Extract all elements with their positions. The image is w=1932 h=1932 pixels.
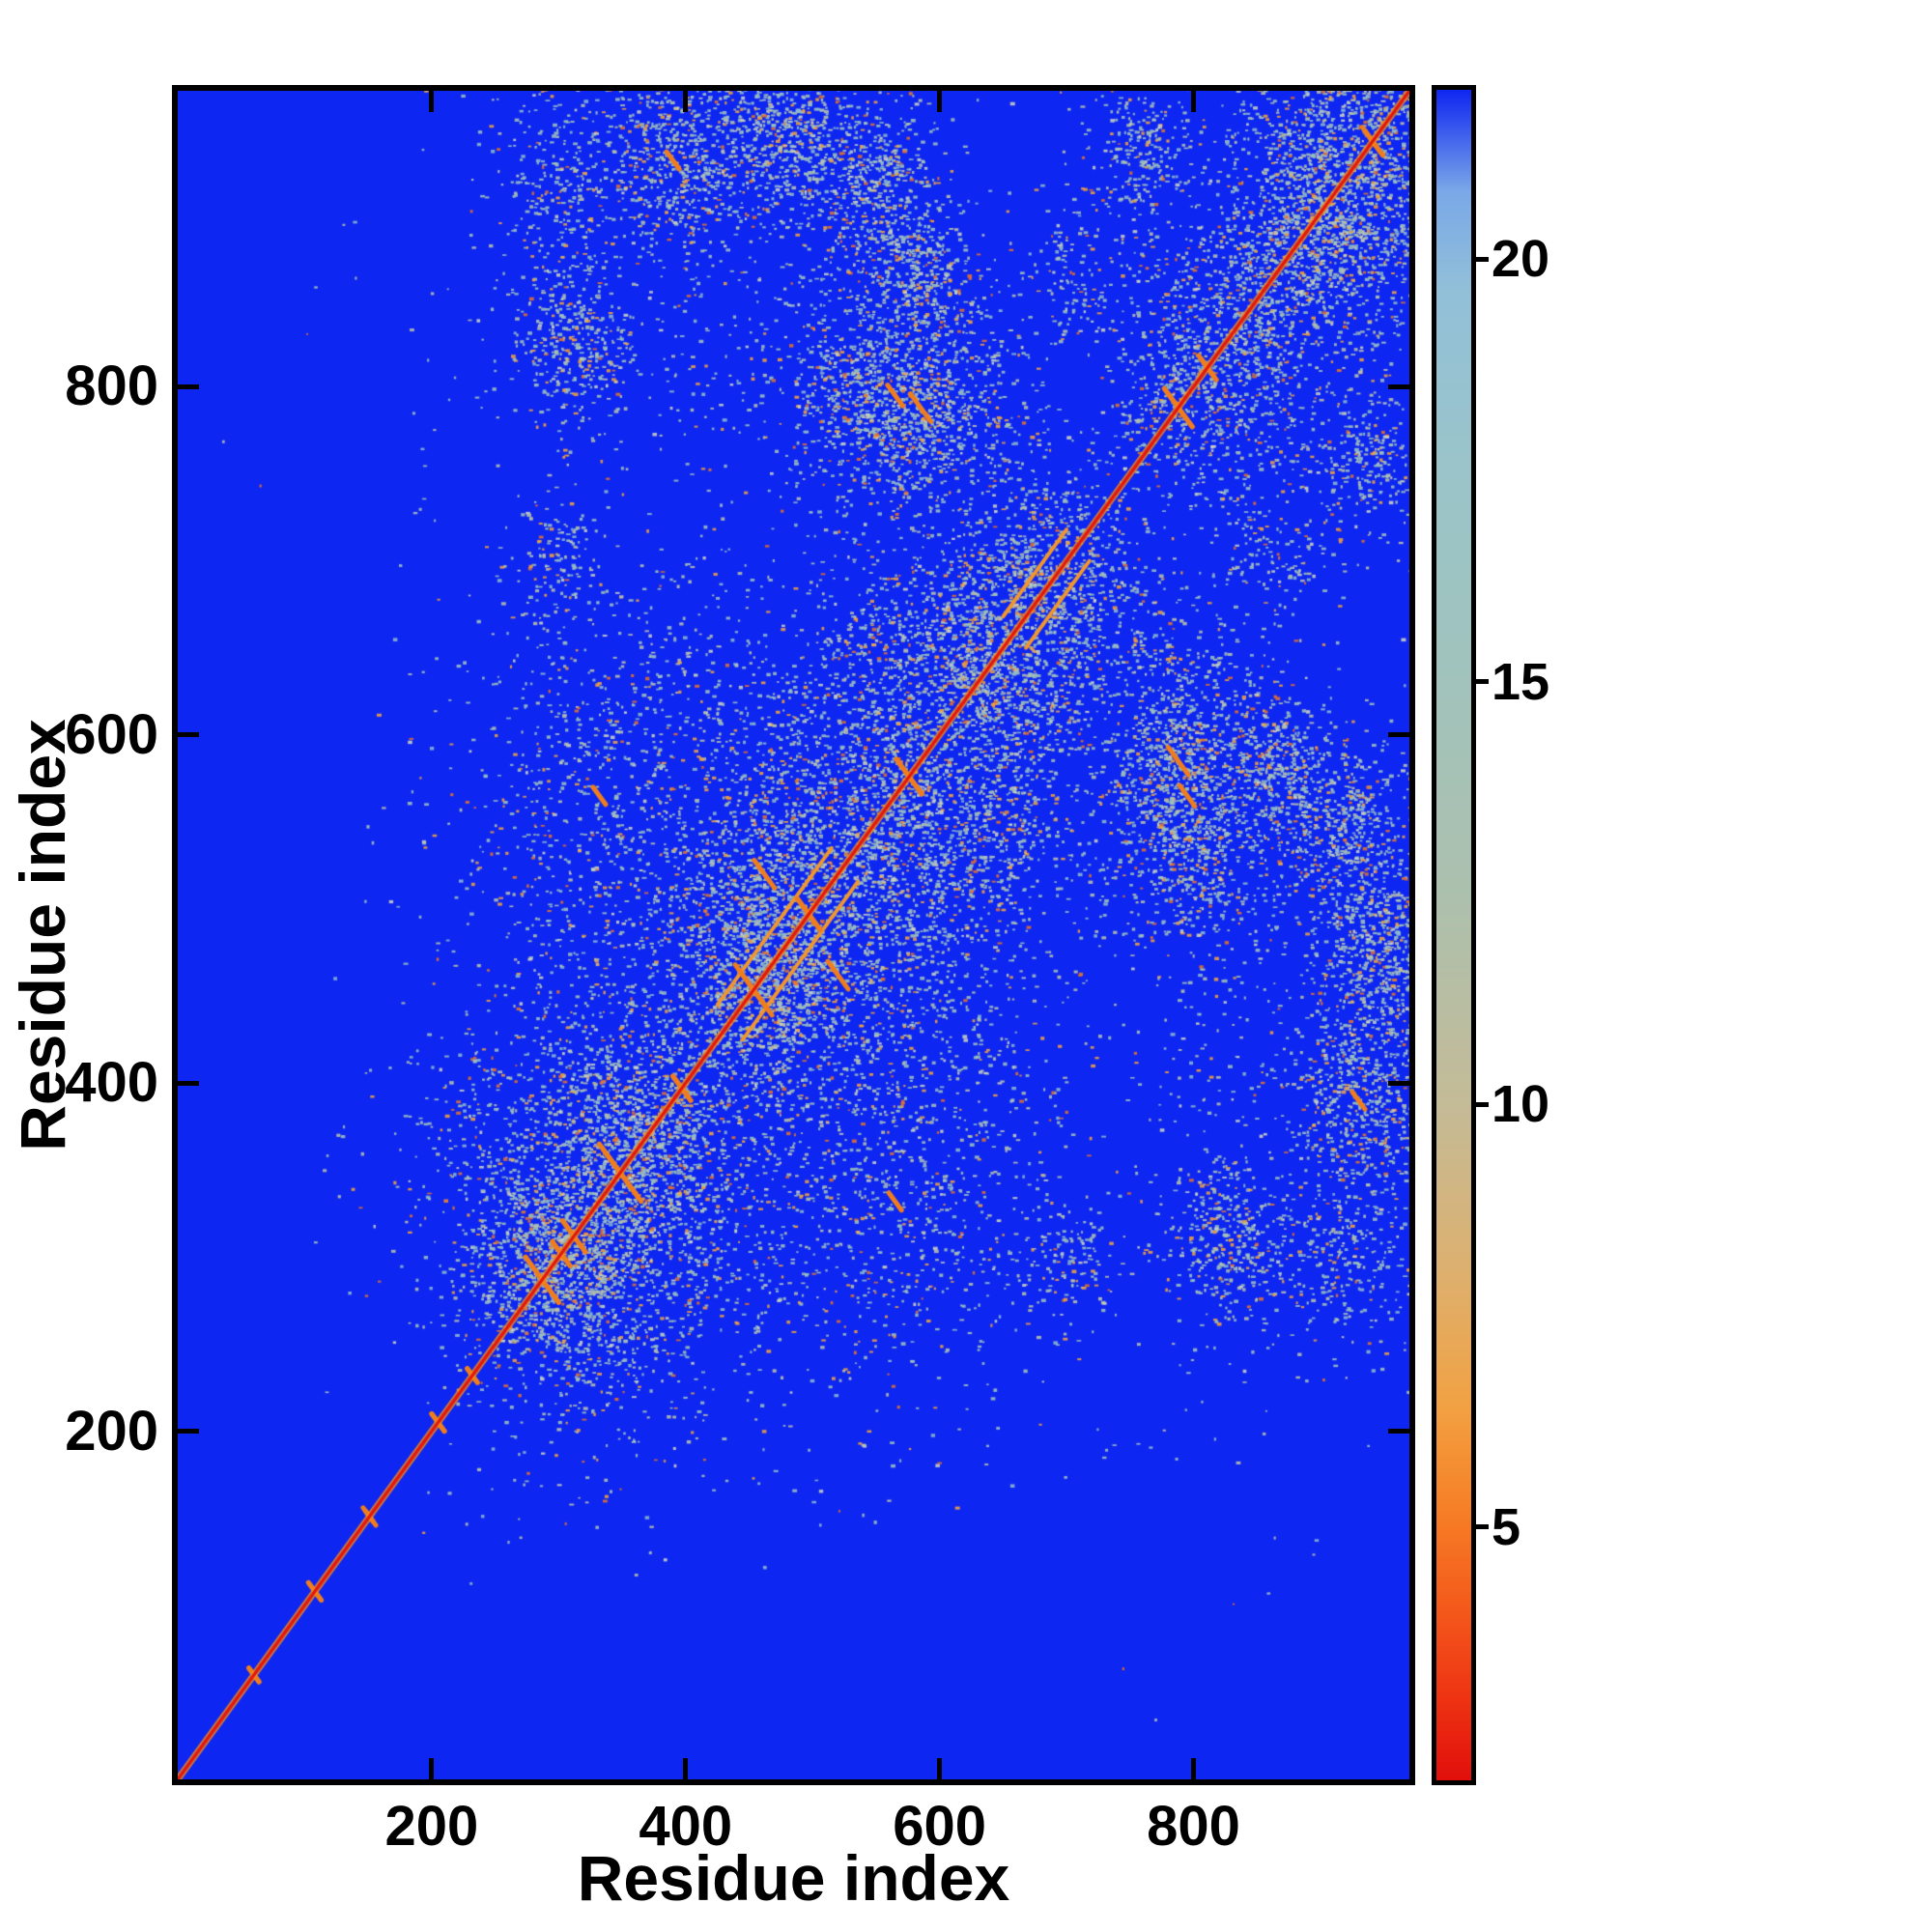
y-tick-mark bbox=[1388, 1080, 1409, 1086]
y-tick-mark bbox=[178, 1429, 199, 1435]
x-tick-mark bbox=[1191, 1758, 1197, 1779]
x-tick-mark bbox=[683, 1758, 689, 1779]
x-axis-label: Residue index bbox=[577, 1842, 1010, 1914]
y-tick-label: 200 bbox=[65, 1399, 158, 1463]
y-tick-mark bbox=[178, 732, 199, 738]
y-tick-mark bbox=[178, 1080, 199, 1086]
y-tick-label: 400 bbox=[65, 1051, 158, 1115]
colorbar-tick-mark bbox=[1476, 1101, 1489, 1107]
x-tick-label: 800 bbox=[1147, 1795, 1240, 1858]
y-tick-label: 800 bbox=[65, 355, 158, 418]
colorbar-tick-label: 5 bbox=[1492, 1497, 1521, 1556]
heatmap-canvas bbox=[178, 91, 1409, 1779]
x-tick-mark bbox=[937, 1758, 943, 1779]
colorbar-tick-label: 20 bbox=[1492, 230, 1550, 288]
x-tick-mark bbox=[429, 91, 435, 112]
y-tick-label: 600 bbox=[65, 702, 158, 766]
colorbar-tick-mark bbox=[1476, 256, 1489, 262]
x-tick-label: 600 bbox=[893, 1795, 987, 1858]
plot-area bbox=[172, 85, 1415, 1785]
x-tick-mark bbox=[683, 91, 689, 112]
y-tick-mark bbox=[1388, 1429, 1409, 1435]
colorbar-tick-mark bbox=[1476, 1524, 1489, 1529]
x-tick-mark bbox=[1191, 91, 1197, 112]
y-tick-mark bbox=[1388, 732, 1409, 738]
x-tick-label: 400 bbox=[639, 1795, 733, 1858]
colorbar-gradient bbox=[1436, 90, 1471, 1780]
colorbar-tick-label: 10 bbox=[1492, 1075, 1550, 1133]
colorbar bbox=[1432, 85, 1476, 1785]
y-tick-mark bbox=[1388, 384, 1409, 389]
x-tick-mark bbox=[937, 91, 943, 112]
colorbar-tick-label: 15 bbox=[1492, 652, 1550, 711]
colorbar-tick-mark bbox=[1476, 679, 1489, 684]
y-tick-mark bbox=[178, 384, 199, 389]
x-tick-label: 200 bbox=[384, 1795, 479, 1858]
x-tick-mark bbox=[429, 1758, 435, 1779]
